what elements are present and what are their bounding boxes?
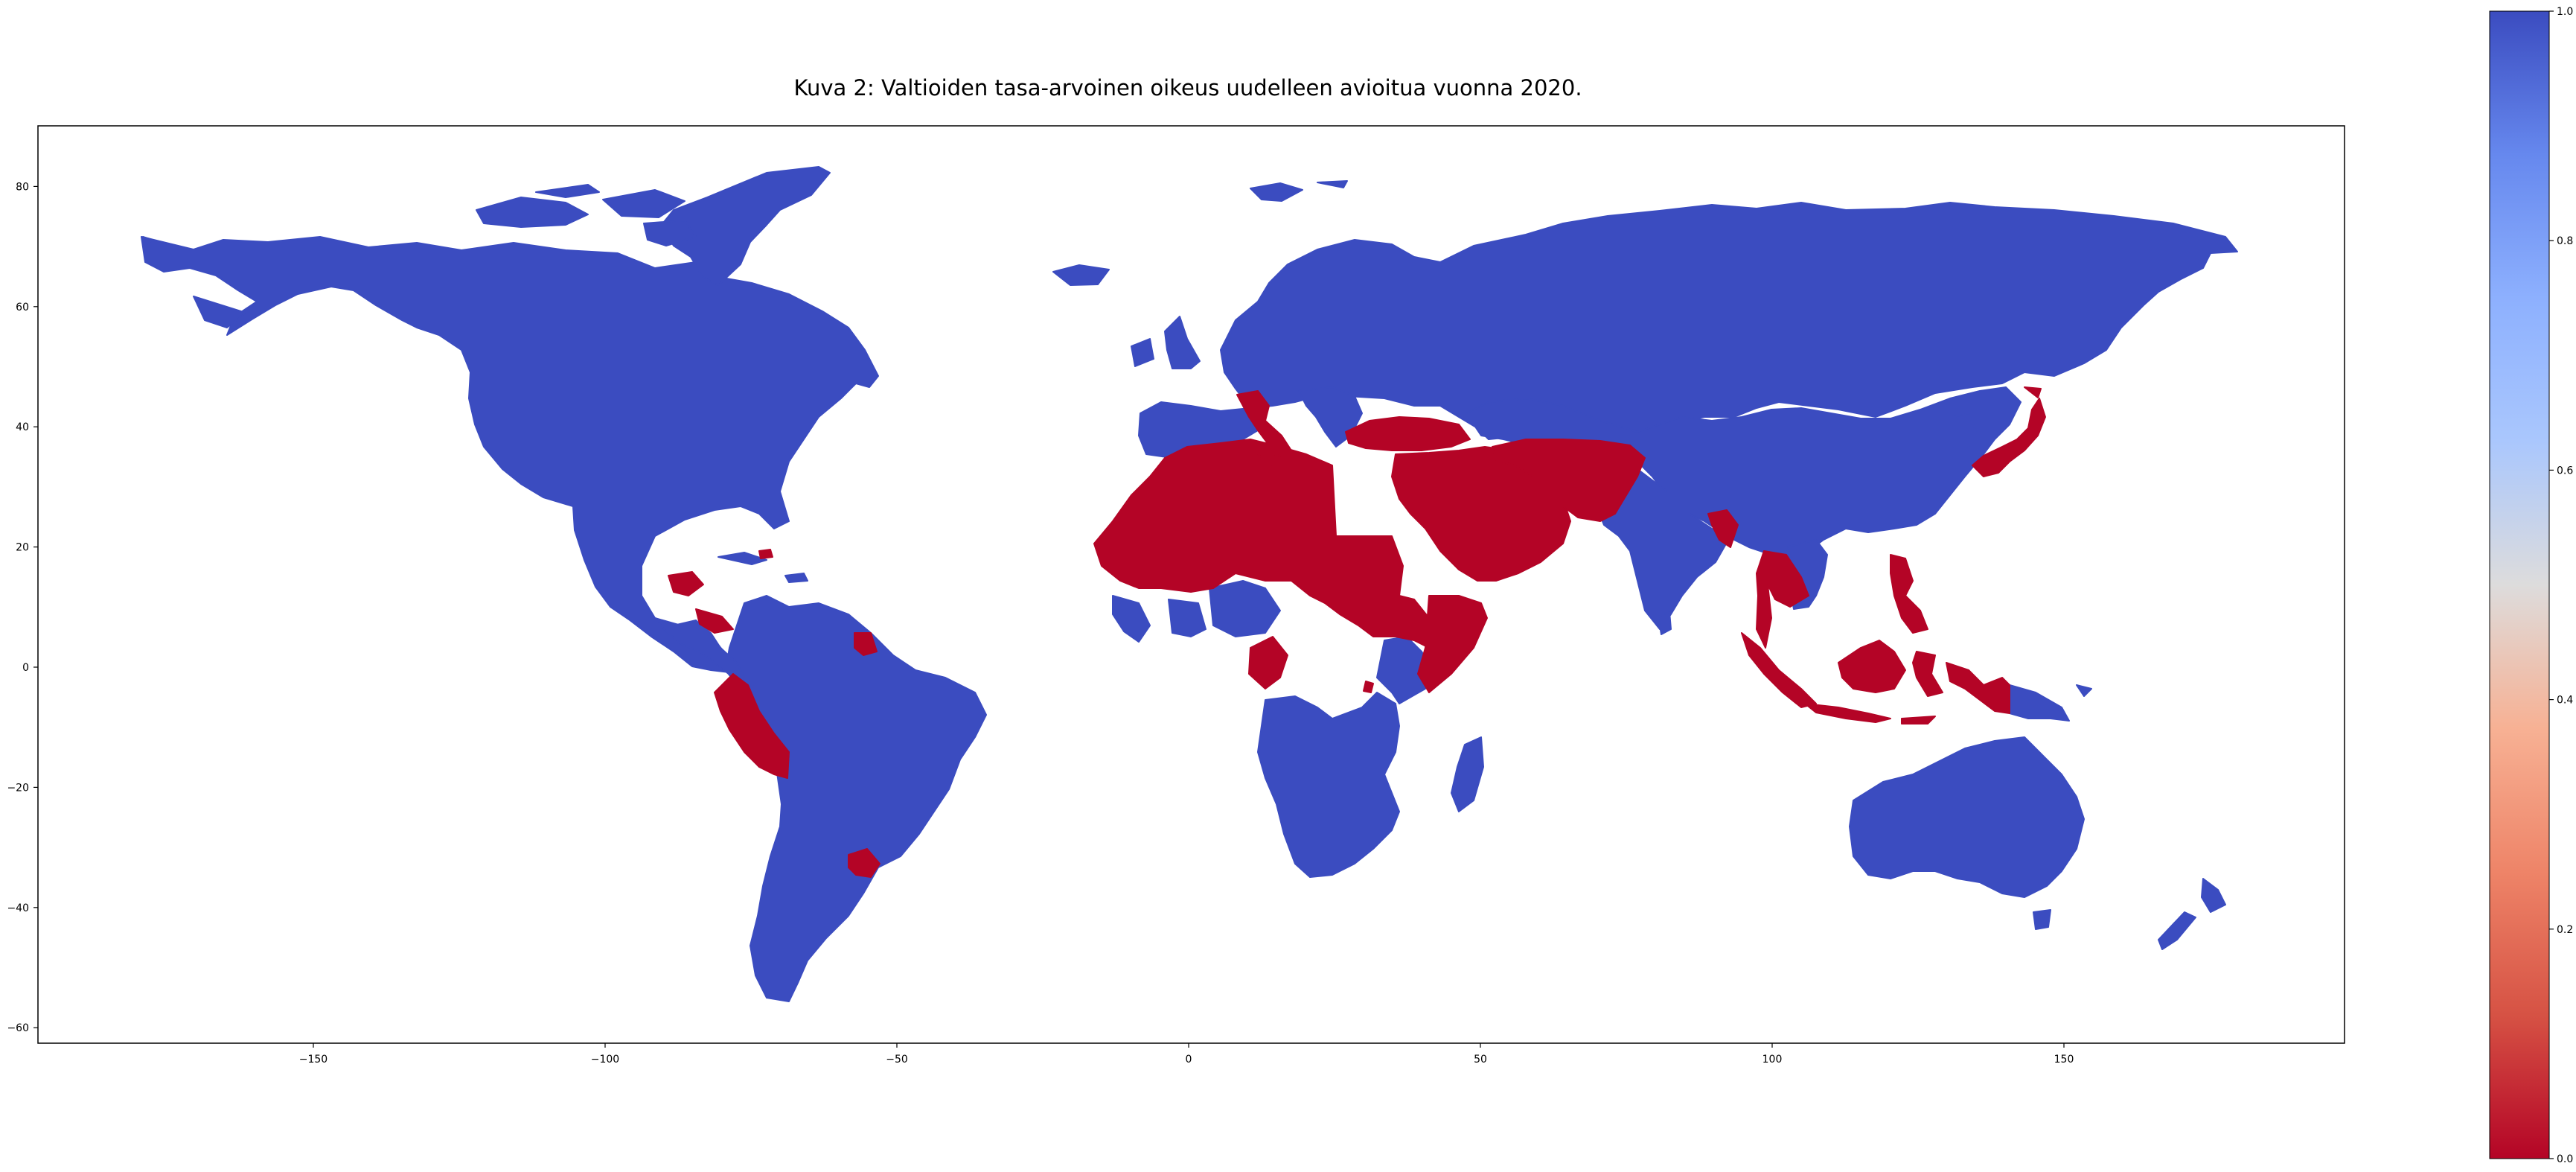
region-thailand bbox=[1756, 550, 1809, 649]
region-papua-new-guinea bbox=[2009, 684, 2092, 722]
region-cameroon bbox=[1248, 636, 1288, 689]
y-tick-label: −20 bbox=[7, 782, 29, 794]
y-tick-label: 40 bbox=[16, 421, 29, 433]
y-tick-label: −40 bbox=[7, 902, 29, 914]
region-central-america bbox=[654, 617, 745, 678]
region-madagascar bbox=[1451, 736, 1484, 812]
x-tick-label: 50 bbox=[1474, 1054, 1487, 1066]
region-iran-afghanistan-pakistan bbox=[1492, 439, 1646, 522]
colorbar: 0.0 0.2 0.4 0.6 0.8 1.0 bbox=[2489, 6, 2573, 1165]
region-japan bbox=[1972, 386, 2046, 477]
region-svalbard bbox=[1250, 180, 1348, 202]
colorbar-ticks: 0.0 0.2 0.4 0.6 0.8 1.0 bbox=[2549, 6, 2573, 1165]
map-axes: −150 −100 −50 0 50 100 150 80 60 40 20 0 −20 −40 −60 bbox=[7, 125, 2345, 1066]
colorbar-tick-label: 0.0 bbox=[2557, 1153, 2573, 1165]
region-tasmania bbox=[2033, 909, 2051, 930]
y-tick-label: 0 bbox=[22, 662, 29, 674]
region-eurasia-north bbox=[1220, 202, 2238, 448]
region-borneo bbox=[1838, 640, 1906, 693]
region-caribbean bbox=[717, 552, 808, 583]
region-turkey bbox=[1345, 416, 1471, 451]
region-sri-lanka bbox=[1658, 611, 1672, 635]
region-myanmar bbox=[1707, 509, 1739, 548]
region-burundi bbox=[1363, 681, 1374, 693]
region-caribbean-red bbox=[758, 549, 773, 559]
colorbar-tick-label: 0.4 bbox=[2557, 695, 2573, 707]
region-iceland bbox=[1052, 264, 1110, 286]
colorbar-tick-label: 0.2 bbox=[2557, 924, 2573, 936]
colorbar-tick-label: 0.6 bbox=[2557, 465, 2573, 477]
x-axis: −150 −100 −50 0 50 100 150 bbox=[299, 1043, 2074, 1066]
region-new-zealand bbox=[2158, 878, 2226, 950]
region-indonesia-east bbox=[1901, 662, 2010, 724]
y-axis: 80 60 40 20 0 −20 −40 −60 bbox=[7, 181, 38, 1034]
region-uruguay bbox=[848, 848, 880, 878]
region-nigeria bbox=[1209, 580, 1281, 637]
region-north-africa-sahel bbox=[1093, 439, 1441, 649]
region-sulawesi bbox=[1912, 651, 1943, 697]
region-india bbox=[1596, 461, 1731, 630]
region-central-southern-africa bbox=[1257, 692, 1400, 878]
y-tick-label: 60 bbox=[16, 302, 29, 313]
region-peru bbox=[714, 673, 790, 779]
x-tick-label: 150 bbox=[2054, 1054, 2074, 1066]
x-tick-label: −100 bbox=[591, 1054, 619, 1066]
region-somalia bbox=[1417, 595, 1488, 693]
land-value-0 bbox=[668, 386, 2046, 878]
colorbar-gradient bbox=[2489, 10, 2550, 1159]
chart-title: Kuva 2: Valtioiden tasa-arvoinen oikeus … bbox=[793, 75, 1582, 101]
region-suriname bbox=[854, 632, 878, 656]
map-frame bbox=[37, 125, 2345, 1044]
x-tick-label: −50 bbox=[886, 1054, 908, 1066]
colorbar-tick-label: 1.0 bbox=[2557, 6, 2573, 18]
colorbar-tick-label: 0.8 bbox=[2557, 235, 2573, 247]
region-java bbox=[1804, 703, 1891, 723]
region-east-africa bbox=[1376, 636, 1434, 704]
region-arctic-islands bbox=[476, 184, 697, 246]
map-land bbox=[141, 166, 2238, 1002]
region-guatemala bbox=[668, 571, 734, 634]
region-ireland bbox=[1131, 338, 1154, 367]
region-alaska-islands bbox=[142, 236, 246, 328]
y-tick-label: 80 bbox=[16, 181, 29, 193]
region-south-america bbox=[725, 595, 987, 1002]
region-philippines bbox=[1890, 554, 1928, 634]
y-tick-label: −60 bbox=[7, 1022, 29, 1034]
x-tick-label: −150 bbox=[299, 1054, 327, 1066]
region-korea bbox=[1953, 413, 1977, 455]
region-italy bbox=[1236, 390, 1292, 466]
region-australia bbox=[1849, 736, 2085, 898]
x-tick-label: 100 bbox=[1762, 1054, 1783, 1066]
land-value-1 bbox=[141, 166, 2238, 1002]
region-west-africa-blue bbox=[1112, 595, 1206, 643]
y-tick-label: 20 bbox=[16, 542, 29, 554]
x-tick-label: 0 bbox=[1186, 1054, 1192, 1066]
region-united-kingdom bbox=[1164, 316, 1201, 369]
region-sumatra bbox=[1741, 632, 1817, 708]
